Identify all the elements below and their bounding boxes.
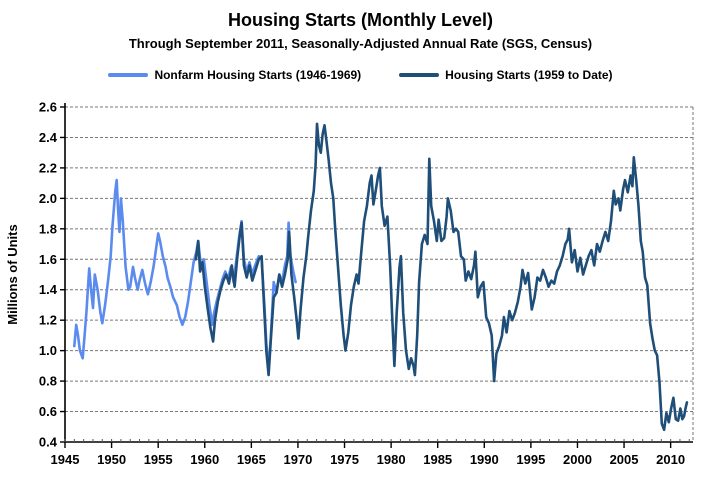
legend-label-housing-starts: Housing Starts (1959 to Date) bbox=[445, 68, 613, 82]
y-tick-label: 1.0 bbox=[39, 343, 57, 358]
x-tick-label: 1945 bbox=[51, 452, 80, 467]
y-tick-label: 1.6 bbox=[39, 252, 57, 267]
y-tick-label: 0.4 bbox=[39, 435, 58, 450]
y-tick-label: 2.2 bbox=[39, 160, 57, 175]
chart-title: Housing Starts (Monthly Level) bbox=[227, 10, 494, 30]
x-tick-label: 1995 bbox=[516, 452, 545, 467]
x-tick-label: 2010 bbox=[656, 452, 685, 467]
x-tick-label: 1955 bbox=[144, 452, 173, 467]
housing-starts-line-swatch bbox=[399, 73, 440, 77]
x-tick-label: 2005 bbox=[610, 452, 639, 467]
y-tick-label: 0.6 bbox=[39, 404, 57, 419]
y-tick-label: 1.8 bbox=[39, 221, 57, 236]
legend-label-nonfarm-starts: Nonfarm Housing Starts (1946-1969) bbox=[154, 68, 362, 82]
nonfarm-starts-line-swatch bbox=[108, 73, 149, 77]
housing-starts-line bbox=[194, 122, 689, 432]
x-tick-label: 1960 bbox=[190, 452, 219, 467]
y-tick-label: 1.2 bbox=[39, 313, 57, 328]
y-tick-label: 2.4 bbox=[39, 130, 58, 145]
legend-item-housing-starts: Housing Starts (1959 to Date) bbox=[399, 68, 613, 82]
chart-legend: Nonfarm Housing Starts (1946-1969) Housi… bbox=[0, 68, 721, 82]
nonfarm-starts-line bbox=[73, 178, 297, 371]
y-axis-title: Millions of Units bbox=[5, 224, 20, 324]
x-tick-label: 1980 bbox=[377, 452, 406, 467]
y-tick-label: 0.8 bbox=[39, 374, 57, 389]
x-tick-label: 1970 bbox=[283, 452, 312, 467]
y-tick-label: 2.0 bbox=[39, 191, 57, 206]
x-tick-label: 1990 bbox=[470, 452, 499, 467]
y-tick-label: 2.6 bbox=[39, 100, 57, 115]
x-tick-label: 2000 bbox=[563, 452, 592, 467]
chart-subtitle: Through September 2011, Seasonally-Adjus… bbox=[128, 36, 593, 51]
x-tick-label: 1975 bbox=[330, 452, 359, 467]
legend-item-nonfarm-starts: Nonfarm Housing Starts (1946-1969) bbox=[108, 68, 361, 82]
y-tick-label: 1.4 bbox=[39, 282, 58, 297]
x-tick-label: 1965 bbox=[237, 452, 266, 467]
x-tick-label: 1950 bbox=[97, 452, 126, 467]
x-tick-label: 1985 bbox=[423, 452, 452, 467]
